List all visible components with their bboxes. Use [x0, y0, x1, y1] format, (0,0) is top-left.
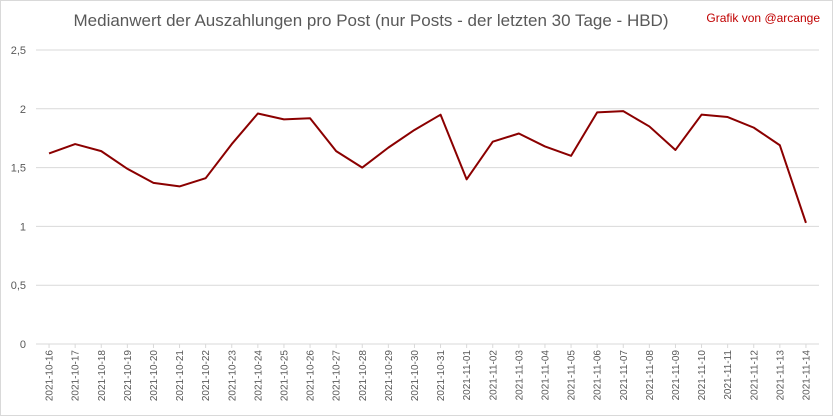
- x-tick-label: 2021-10-27: [332, 350, 343, 402]
- x-tick-label: 2021-11-13: [775, 350, 786, 401]
- y-tick-label: 1,5: [11, 163, 26, 175]
- y-tick-label: 1: [20, 221, 26, 233]
- x-tick-label: 2021-11-11: [723, 350, 734, 400]
- y-tick-label: 0: [20, 339, 26, 351]
- x-tick-label: 2021-11-09: [671, 350, 682, 401]
- grid-layer: [36, 50, 819, 344]
- x-tick-label: 2021-11-06: [593, 350, 604, 401]
- y-axis-ticks: 0 0,5 1 1,5 2 2,5: [11, 45, 26, 351]
- x-tick-label: 2021-11-07: [619, 350, 630, 401]
- x-tick-label: 2021-10-30: [410, 350, 421, 402]
- x-tick-label: 2021-10-26: [306, 350, 317, 402]
- x-tick-label: 2021-11-05: [567, 350, 578, 401]
- x-tick-label: 2021-10-18: [97, 350, 108, 402]
- x-tick-label: 2021-10-16: [45, 350, 56, 402]
- x-tick-label: 2021-10-28: [358, 350, 369, 402]
- y-tick-label: 0,5: [11, 280, 26, 292]
- x-tick-label: 2021-10-22: [201, 350, 212, 402]
- y-tick-label: 2,5: [11, 45, 26, 57]
- y-tick-label: 2: [20, 104, 26, 116]
- x-tick-label: 2021-11-03: [514, 350, 525, 401]
- x-tick-label: 2021-11-08: [645, 350, 656, 401]
- x-tick-label: 2021-10-31: [436, 350, 447, 402]
- series-layer: [49, 111, 806, 223]
- x-tick-label: 2021-10-21: [175, 350, 186, 402]
- x-tick-label: 2021-11-14: [801, 350, 812, 401]
- x-tick-label: 2021-11-01: [462, 350, 473, 401]
- x-tick-label: 2021-11-10: [697, 350, 708, 401]
- series-line: [49, 111, 806, 223]
- x-tick-label: 2021-10-19: [123, 350, 134, 402]
- x-tick-label: 2021-10-24: [253, 350, 264, 402]
- x-tick-label: 2021-10-29: [384, 350, 395, 402]
- x-tick-label: 2021-10-23: [227, 350, 238, 402]
- x-tick-label: 2021-11-02: [488, 350, 499, 401]
- x-tick-label: 2021-10-25: [279, 350, 290, 402]
- x-tick-label: 2021-10-20: [149, 350, 160, 402]
- x-tick-label: 2021-11-04: [540, 350, 551, 401]
- x-axis-ticks: 2021-10-16 2021-10-17 2021-10-18 2021-10-19…: [45, 344, 813, 401]
- x-tick-label: 2021-11-12: [749, 350, 760, 401]
- x-tick-label: 2021-10-17: [71, 350, 82, 402]
